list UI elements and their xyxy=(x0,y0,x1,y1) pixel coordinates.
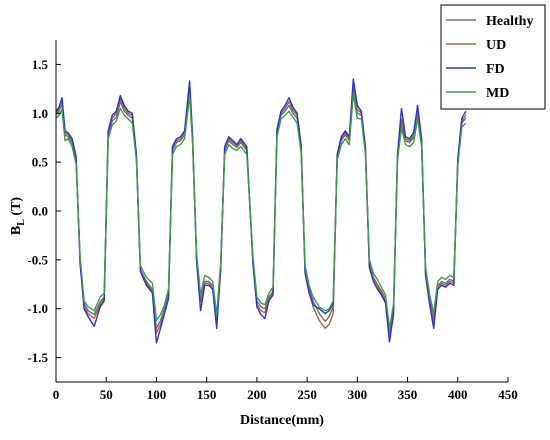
axes xyxy=(55,40,508,383)
x-tick-label: 400 xyxy=(448,387,468,402)
y-axis-title-subscript: L xyxy=(16,219,27,226)
x-tick-label: 350 xyxy=(398,387,418,402)
x-tick-label: 250 xyxy=(297,387,317,402)
y-ticks: -1.5 -1.0 -0.5 0.0 0.5 1.0 1.5 xyxy=(27,57,61,365)
y-tick-label: 1.0 xyxy=(32,106,48,121)
y-tick-label: 0.0 xyxy=(32,204,48,219)
y-axis-title-main: B xyxy=(9,226,24,235)
x-ticks: 0 50 100 150 200 250 300 350 400 450 xyxy=(53,377,518,402)
x-tick-label: 450 xyxy=(498,387,518,402)
legend-label-ud: UD xyxy=(486,38,506,53)
x-tick-label: 100 xyxy=(147,387,167,402)
y-tick-label: 0.5 xyxy=(32,155,49,170)
legend-label-healthy: Healthy xyxy=(486,14,533,29)
legend-label-fd: FD xyxy=(486,62,505,77)
legend: Healthy UD FD MD xyxy=(440,4,546,110)
series-line-fd xyxy=(55,78,467,344)
x-axis-title: Distance(mm) xyxy=(240,413,324,428)
x-tick-label: 300 xyxy=(348,387,368,402)
series-line-md xyxy=(55,92,467,329)
x-tick-label: 200 xyxy=(247,387,267,402)
y-axis-title: BL (T) xyxy=(9,197,27,236)
y-tick-label: -1.0 xyxy=(27,301,48,316)
x-tick-label: 0 xyxy=(53,387,60,402)
series-line-ud xyxy=(55,83,467,339)
legend-label-md: MD xyxy=(486,86,509,101)
y-tick-label: -1.5 xyxy=(27,350,48,365)
x-tick-label: 50 xyxy=(100,387,113,402)
x-tick-label: 150 xyxy=(197,387,217,402)
series-layer xyxy=(55,78,467,344)
y-tick-label: 1.5 xyxy=(32,57,49,72)
y-axis-title-unit: (T) xyxy=(9,197,24,220)
y-tick-label: -0.5 xyxy=(27,252,48,267)
